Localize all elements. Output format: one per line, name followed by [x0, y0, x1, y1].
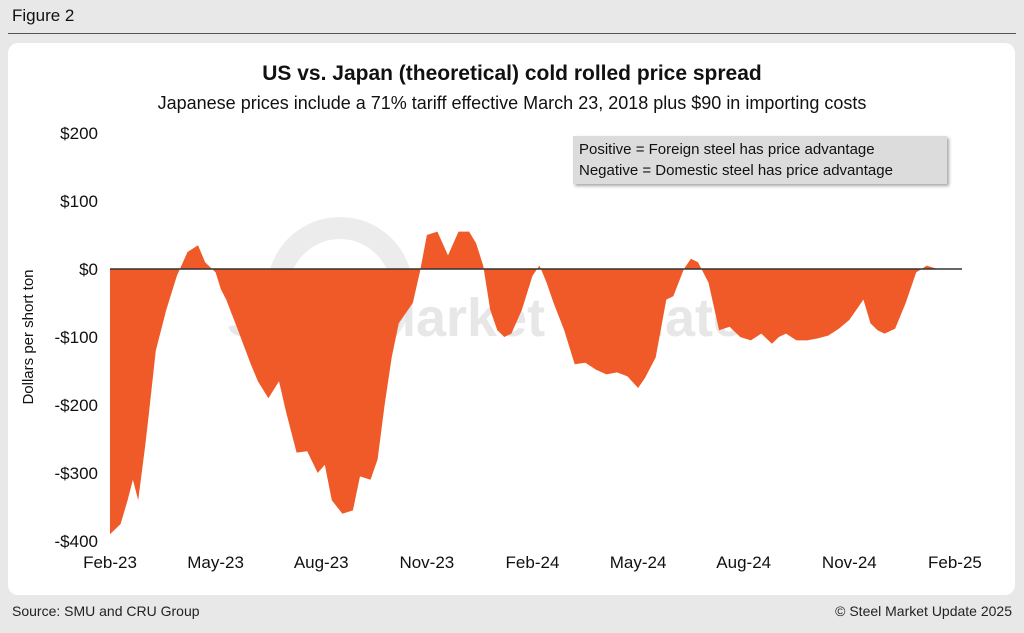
series-area-group — [110, 231, 962, 535]
chart-subtitle: Japanese prices include a 71% tariff eff… — [157, 93, 867, 113]
x-tick-label: Aug-24 — [716, 553, 771, 572]
x-tick-label: Aug-23 — [294, 553, 349, 572]
y-tick-label: -$200 — [55, 396, 98, 415]
y-tick-label: $200 — [60, 124, 98, 143]
x-tick-label: Feb-23 — [83, 553, 137, 572]
x-axis-ticks: Feb-23 May-23 Aug-23 Nov-23 Feb-24 May-24 Aug-… — [83, 553, 982, 572]
y-tick-label: -$400 — [55, 532, 98, 551]
figure-divider — [8, 33, 1016, 34]
y-tick-label: $0 — [79, 260, 98, 279]
x-tick-label: Feb-24 — [506, 553, 560, 572]
series-area — [110, 231, 962, 535]
x-tick-label: Nov-23 — [399, 553, 454, 572]
y-tick-label: -$300 — [55, 464, 98, 483]
y-tick-label: $100 — [60, 192, 98, 211]
x-tick-label: Nov-24 — [822, 553, 877, 572]
chart-title: US vs. Japan (theoretical) cold rolled p… — [262, 62, 762, 85]
legend-entry-positive: Positive = Foreign steel has price advan… — [579, 141, 875, 158]
figure-label: Figure 2 — [12, 6, 75, 25]
x-tick-label: Feb-25 — [928, 553, 982, 572]
source-note: Source: SMU and CRU Group — [12, 603, 200, 619]
y-axis-ticks: $200 $100 $0 -$100 -$200 -$300 -$400 — [55, 124, 98, 551]
y-tick-label: -$100 — [55, 328, 98, 347]
x-tick-label: May-23 — [187, 553, 244, 572]
chart-legend: Positive = Foreign steel has price advan… — [573, 136, 947, 184]
y-axis-label: Dollars per short ton — [20, 269, 37, 404]
copyright-note: © Steel Market Update 2025 — [835, 603, 1012, 619]
legend-entry-negative: Negative = Domestic steel has price adva… — [579, 162, 893, 179]
x-tick-label: May-24 — [610, 553, 667, 572]
